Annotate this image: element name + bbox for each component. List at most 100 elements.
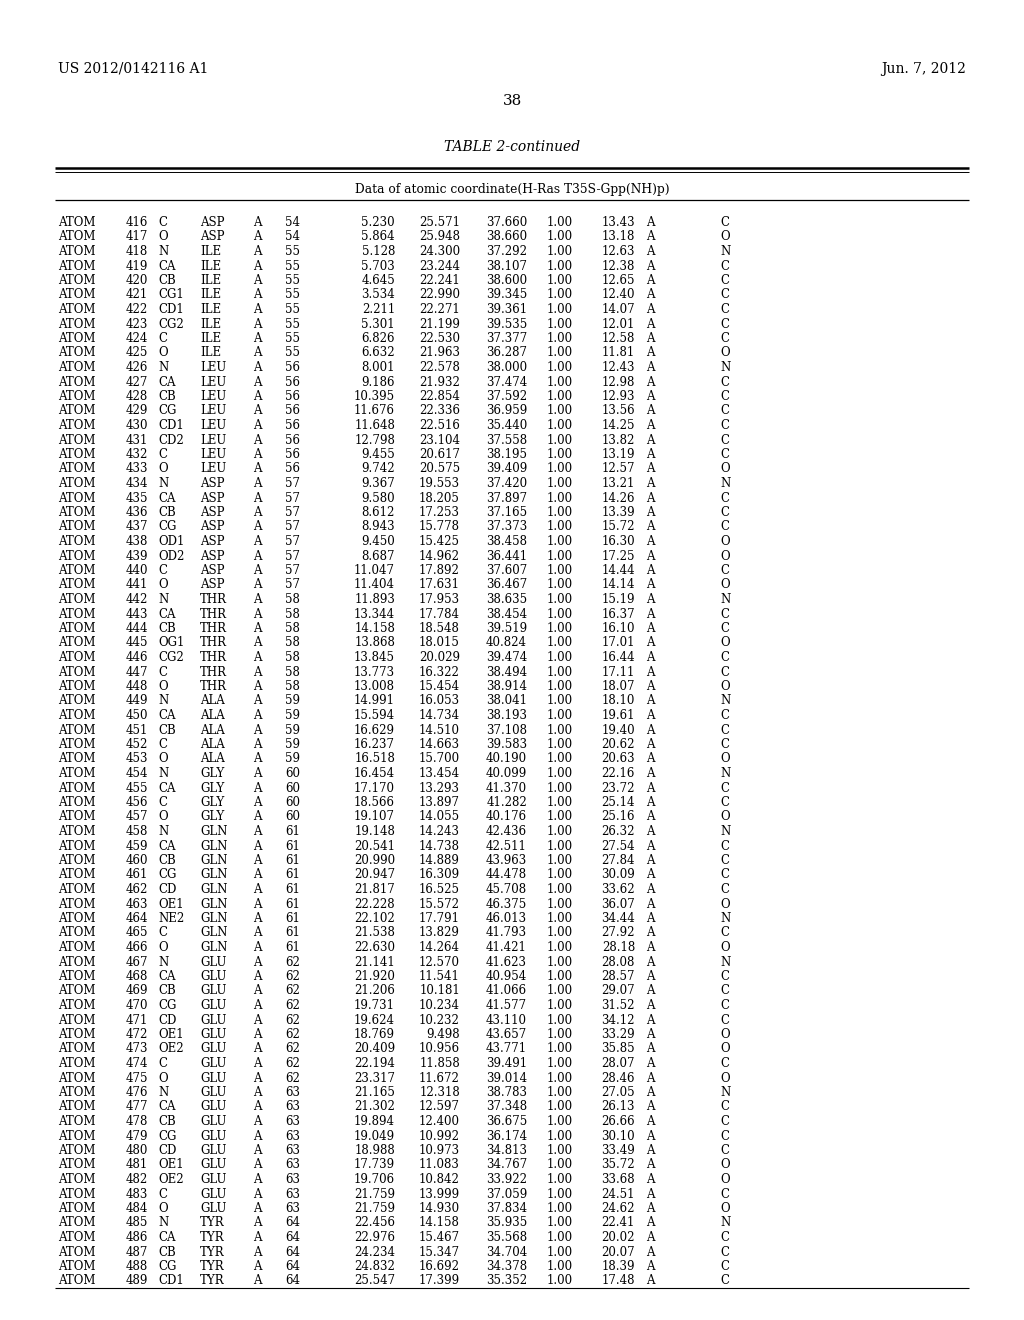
Text: 10.181: 10.181: [419, 985, 460, 998]
Text: ATOM: ATOM: [58, 1014, 95, 1027]
Text: 479: 479: [126, 1130, 148, 1143]
Text: 57: 57: [285, 506, 300, 519]
Text: ATOM: ATOM: [58, 535, 95, 548]
Text: CA: CA: [158, 709, 175, 722]
Text: GLU: GLU: [200, 956, 226, 969]
Text: 28.07: 28.07: [601, 1057, 635, 1071]
Text: 37.897: 37.897: [485, 491, 527, 504]
Text: 10.232: 10.232: [419, 1014, 460, 1027]
Text: A: A: [253, 1217, 261, 1229]
Text: 9.498: 9.498: [426, 1028, 460, 1041]
Text: 63: 63: [285, 1144, 300, 1158]
Text: GLN: GLN: [200, 941, 227, 954]
Text: 25.547: 25.547: [354, 1275, 395, 1287]
Text: C: C: [158, 1057, 167, 1071]
Text: 28.08: 28.08: [602, 956, 635, 969]
Text: A: A: [646, 520, 654, 533]
Text: A: A: [646, 912, 654, 925]
Text: THR: THR: [200, 622, 227, 635]
Text: 38.193: 38.193: [486, 709, 527, 722]
Text: 436: 436: [126, 506, 148, 519]
Text: 1.00: 1.00: [547, 665, 573, 678]
Text: 1.00: 1.00: [547, 1130, 573, 1143]
Text: 40.099: 40.099: [485, 767, 527, 780]
Text: ATOM: ATOM: [58, 346, 95, 359]
Text: O: O: [720, 578, 730, 591]
Text: THR: THR: [200, 636, 227, 649]
Text: A: A: [646, 767, 654, 780]
Text: O: O: [720, 1203, 730, 1214]
Text: A: A: [253, 447, 261, 461]
Text: 1.00: 1.00: [547, 1115, 573, 1129]
Text: 432: 432: [126, 447, 148, 461]
Text: A: A: [253, 520, 261, 533]
Text: GLU: GLU: [200, 1159, 226, 1172]
Text: 15.454: 15.454: [419, 680, 460, 693]
Text: CA: CA: [158, 1101, 175, 1114]
Text: GLU: GLU: [200, 1101, 226, 1114]
Text: N: N: [158, 593, 168, 606]
Text: A: A: [253, 433, 261, 446]
Text: ATOM: ATOM: [58, 840, 95, 853]
Text: LEU: LEU: [200, 433, 226, 446]
Text: ATOM: ATOM: [58, 1232, 95, 1243]
Text: GLU: GLU: [200, 1057, 226, 1071]
Text: 57: 57: [285, 491, 300, 504]
Text: 446: 446: [126, 651, 148, 664]
Text: A: A: [253, 535, 261, 548]
Text: A: A: [253, 709, 261, 722]
Text: ASP: ASP: [200, 535, 224, 548]
Text: ALA: ALA: [200, 709, 224, 722]
Text: 1.00: 1.00: [547, 883, 573, 896]
Text: 59: 59: [285, 738, 300, 751]
Text: 46.013: 46.013: [485, 912, 527, 925]
Text: 439: 439: [126, 549, 148, 562]
Text: ILE: ILE: [200, 333, 221, 345]
Text: 14.07: 14.07: [601, 304, 635, 315]
Text: 14.264: 14.264: [419, 941, 460, 954]
Text: 1.00: 1.00: [547, 752, 573, 766]
Text: 40.954: 40.954: [485, 970, 527, 983]
Text: A: A: [646, 723, 654, 737]
Text: 18.015: 18.015: [419, 636, 460, 649]
Text: 10.973: 10.973: [419, 1144, 460, 1158]
Text: O: O: [720, 680, 730, 693]
Text: 54: 54: [285, 216, 300, 228]
Text: 63: 63: [285, 1188, 300, 1200]
Text: 37.377: 37.377: [485, 333, 527, 345]
Text: 12.98: 12.98: [602, 375, 635, 388]
Text: 37.108: 37.108: [486, 723, 527, 737]
Text: 1.00: 1.00: [547, 607, 573, 620]
Text: 424: 424: [126, 333, 148, 345]
Text: 1.00: 1.00: [547, 304, 573, 315]
Text: 1.00: 1.00: [547, 1232, 573, 1243]
Text: 60: 60: [285, 767, 300, 780]
Text: 18.07: 18.07: [601, 680, 635, 693]
Text: A: A: [253, 1130, 261, 1143]
Text: C: C: [720, 854, 729, 867]
Text: ATOM: ATOM: [58, 1188, 95, 1200]
Text: 35.72: 35.72: [601, 1159, 635, 1172]
Text: O: O: [158, 810, 168, 824]
Text: A: A: [646, 1014, 654, 1027]
Text: CB: CB: [158, 1246, 176, 1258]
Text: 427: 427: [126, 375, 148, 388]
Text: 19.107: 19.107: [354, 810, 395, 824]
Text: A: A: [646, 665, 654, 678]
Text: 59: 59: [285, 709, 300, 722]
Text: GLY: GLY: [200, 810, 224, 824]
Text: 62: 62: [285, 999, 300, 1012]
Text: A: A: [646, 1173, 654, 1185]
Text: CG: CG: [158, 999, 176, 1012]
Text: 38.494: 38.494: [485, 665, 527, 678]
Text: 1.00: 1.00: [547, 694, 573, 708]
Text: ATOM: ATOM: [58, 389, 95, 403]
Text: 13.21: 13.21: [602, 477, 635, 490]
Text: 17.892: 17.892: [419, 564, 460, 577]
Text: ATOM: ATOM: [58, 593, 95, 606]
Text: 13.82: 13.82: [602, 433, 635, 446]
Text: 64: 64: [285, 1275, 300, 1287]
Text: 9.455: 9.455: [361, 447, 395, 461]
Text: ATOM: ATOM: [58, 418, 95, 432]
Text: A: A: [253, 506, 261, 519]
